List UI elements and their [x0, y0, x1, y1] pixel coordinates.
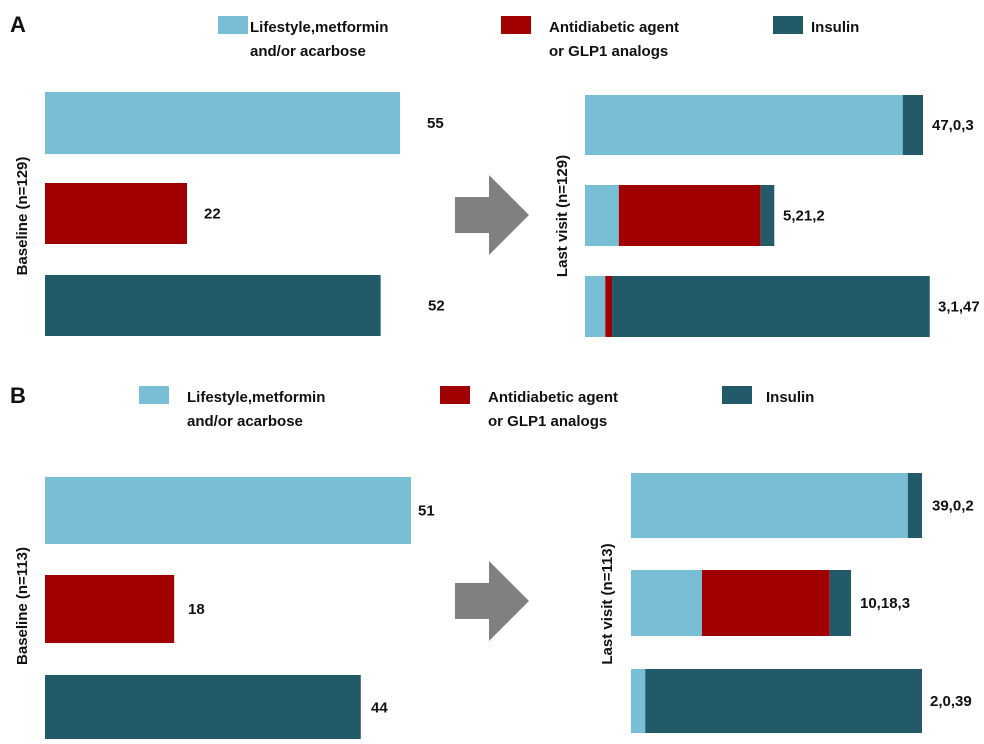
last-visit-segment-insulin — [907, 473, 922, 538]
baseline-bar-antidiabetic — [45, 575, 175, 643]
baseline-bar-lifestyle — [45, 92, 400, 154]
baseline-bar-insulin — [45, 675, 361, 740]
transition-arrow — [455, 175, 529, 255]
last-visit-data-label: 39,0,2 — [932, 498, 974, 515]
legend-label-antidiabetic: Antidiabetic agent — [488, 389, 618, 406]
legend-swatch-lifestyle — [218, 16, 248, 34]
legend-swatch-insulin — [773, 16, 803, 34]
legend-label-insulin: Insulin — [811, 19, 859, 36]
last-visit-segment-insulin — [612, 276, 930, 337]
last-visit-segment-insulin — [645, 669, 922, 733]
last-visit-segment-insulin — [760, 185, 775, 246]
last-visit-data-label: 5,21,2 — [783, 208, 825, 225]
last-visit-data-label: 2,0,39 — [930, 693, 972, 710]
last-visit-data-label: 47,0,3 — [932, 117, 974, 134]
last-visit-segment-lifestyle — [585, 95, 903, 155]
baseline-data-label: 51 — [418, 503, 435, 520]
last-visit-segment-antidiabetic — [701, 570, 830, 636]
legend-label-lifestyle: and/or acarbose — [250, 43, 366, 60]
transition-arrow — [455, 561, 529, 641]
last-visit-segment-lifestyle — [631, 669, 646, 733]
last-visit-data-label: 3,1,47 — [938, 299, 980, 316]
last-visit-axis-label: Last visit (n=113) — [599, 543, 616, 664]
legend-label-antidiabetic: or GLP1 analogs — [488, 413, 607, 430]
panel-a: A Lifestyle,metformin and/or acarbose Antid… — [10, 12, 980, 337]
legend-label-lifestyle: Lifestyle,metformin — [187, 389, 325, 406]
baseline-bar-antidiabetic — [45, 183, 187, 244]
legend-swatch-lifestyle — [139, 386, 169, 404]
last-visit-segment-antidiabetic — [605, 276, 613, 337]
baseline-data-label: 18 — [188, 601, 205, 618]
legend-label-lifestyle: Lifestyle,metformin — [250, 19, 388, 36]
legend-swatch-insulin — [722, 386, 752, 404]
legend-label-antidiabetic: or GLP1 analogs — [549, 43, 668, 60]
baseline-data-label: 44 — [371, 700, 388, 717]
last-visit-segment-lifestyle — [631, 570, 702, 636]
baseline-bar-insulin — [45, 275, 381, 336]
last-visit-segment-insulin — [902, 95, 923, 155]
legend-label-insulin: Insulin — [766, 389, 814, 406]
last-visit-segment-lifestyle — [631, 473, 908, 538]
baseline-axis-label: Baseline (n=113) — [14, 547, 31, 665]
last-visit-segment-antidiabetic — [618, 185, 761, 246]
panel-letter: B — [10, 383, 26, 408]
baseline-data-label: 52 — [428, 298, 445, 315]
legend-swatch-antidiabetic — [501, 16, 531, 34]
last-visit-segment-insulin — [829, 570, 852, 636]
last-visit-data-label: 10,18,3 — [860, 595, 910, 612]
legend-swatch-antidiabetic — [440, 386, 470, 404]
last-visit-axis-label: Last visit (n=129) — [554, 155, 571, 277]
baseline-data-label: 22 — [204, 206, 221, 223]
panel-letter: A — [10, 12, 26, 37]
baseline-bar-lifestyle — [45, 477, 411, 544]
baseline-axis-label: Baseline (n=129) — [14, 157, 31, 276]
last-visit-segment-lifestyle — [585, 276, 606, 337]
legend-label-antidiabetic: Antidiabetic agent — [549, 19, 679, 36]
legend-label-lifestyle: and/or acarbose — [187, 413, 303, 430]
last-visit-segment-lifestyle — [585, 185, 619, 246]
baseline-data-label: 55 — [427, 115, 444, 132]
panel-b: B Lifestyle,metformin and/or acarbose Antid… — [10, 383, 974, 740]
